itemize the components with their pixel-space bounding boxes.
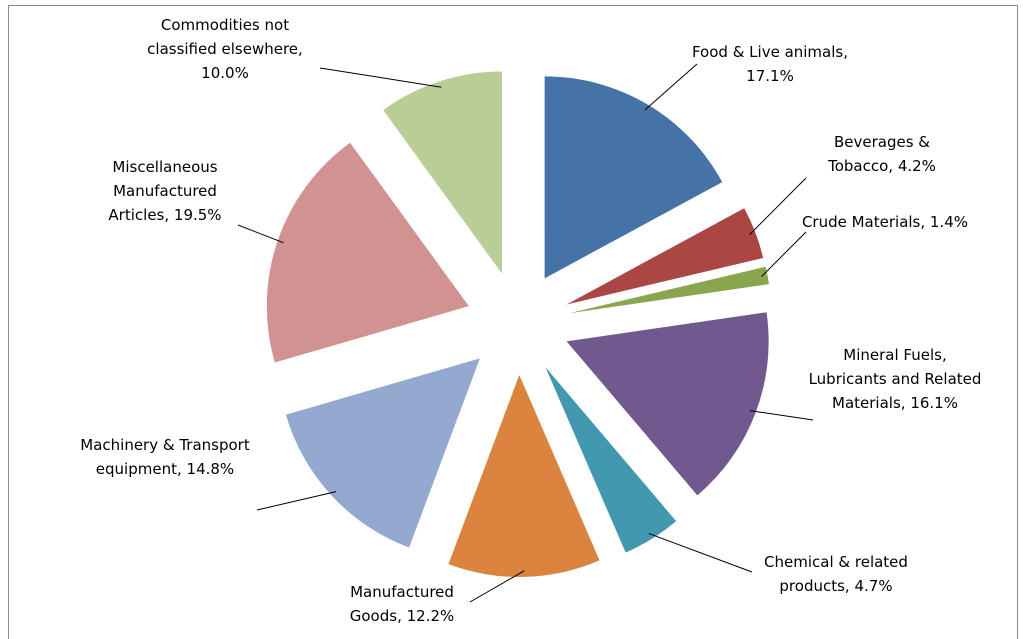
pie-slice — [566, 208, 764, 305]
data-label: Crude Materials1.4% — [800, 210, 970, 234]
label-value: 10.0% — [201, 64, 249, 82]
pie-slice — [544, 76, 723, 279]
label-value: 4.2% — [897, 157, 936, 175]
leader-line — [319, 67, 442, 88]
pie-slice — [569, 266, 769, 314]
label-value: 19.5% — [173, 206, 222, 224]
label-category: Crude Materials — [802, 213, 930, 231]
label-value: 14.8% — [186, 460, 235, 478]
data-label: Chemical & related products4.7% — [751, 550, 921, 598]
data-label: Beverages & Tobacco4.2% — [812, 130, 952, 178]
pie-slice — [566, 312, 769, 496]
data-label: Mineral Fuels, Lubricants and Related Ma… — [808, 343, 983, 415]
pie-slice — [285, 358, 480, 548]
leader-line — [749, 410, 814, 421]
leader-line — [469, 570, 525, 603]
leader-line — [237, 224, 284, 244]
label-value: 17.1% — [746, 67, 794, 85]
data-label: Commodities not classified elsewhere 10.0… — [125, 13, 325, 85]
frame — [8, 5, 1018, 639]
leader-line — [256, 491, 337, 511]
label-value: 12.2% — [406, 607, 455, 625]
data-label: Food & Live animals 17.1% — [680, 40, 860, 88]
leader-line — [749, 177, 807, 235]
label-category: Miscellaneous Manufactured Articles — [108, 158, 217, 224]
pie-slice — [266, 142, 469, 363]
label-value: 16.1% — [910, 394, 958, 412]
leader-line — [648, 533, 753, 573]
data-label: Machinery & Transport equipment14.8% — [75, 433, 255, 481]
pie-slice — [448, 374, 600, 577]
leader-line — [644, 63, 698, 111]
data-label: Miscellaneous Manufactured Articles19.5% — [85, 155, 245, 227]
pie-slice — [545, 367, 677, 553]
label-category: Commodities not classified elsewhere — [147, 16, 303, 58]
leader-line — [761, 231, 807, 277]
label-category: Food & Live animals — [692, 43, 848, 61]
label-value: 1.4% — [929, 213, 969, 231]
data-label: Manufactured Goods12.2% — [332, 580, 472, 628]
pie-slice — [383, 71, 502, 274]
label-value: 4.7% — [854, 577, 893, 595]
